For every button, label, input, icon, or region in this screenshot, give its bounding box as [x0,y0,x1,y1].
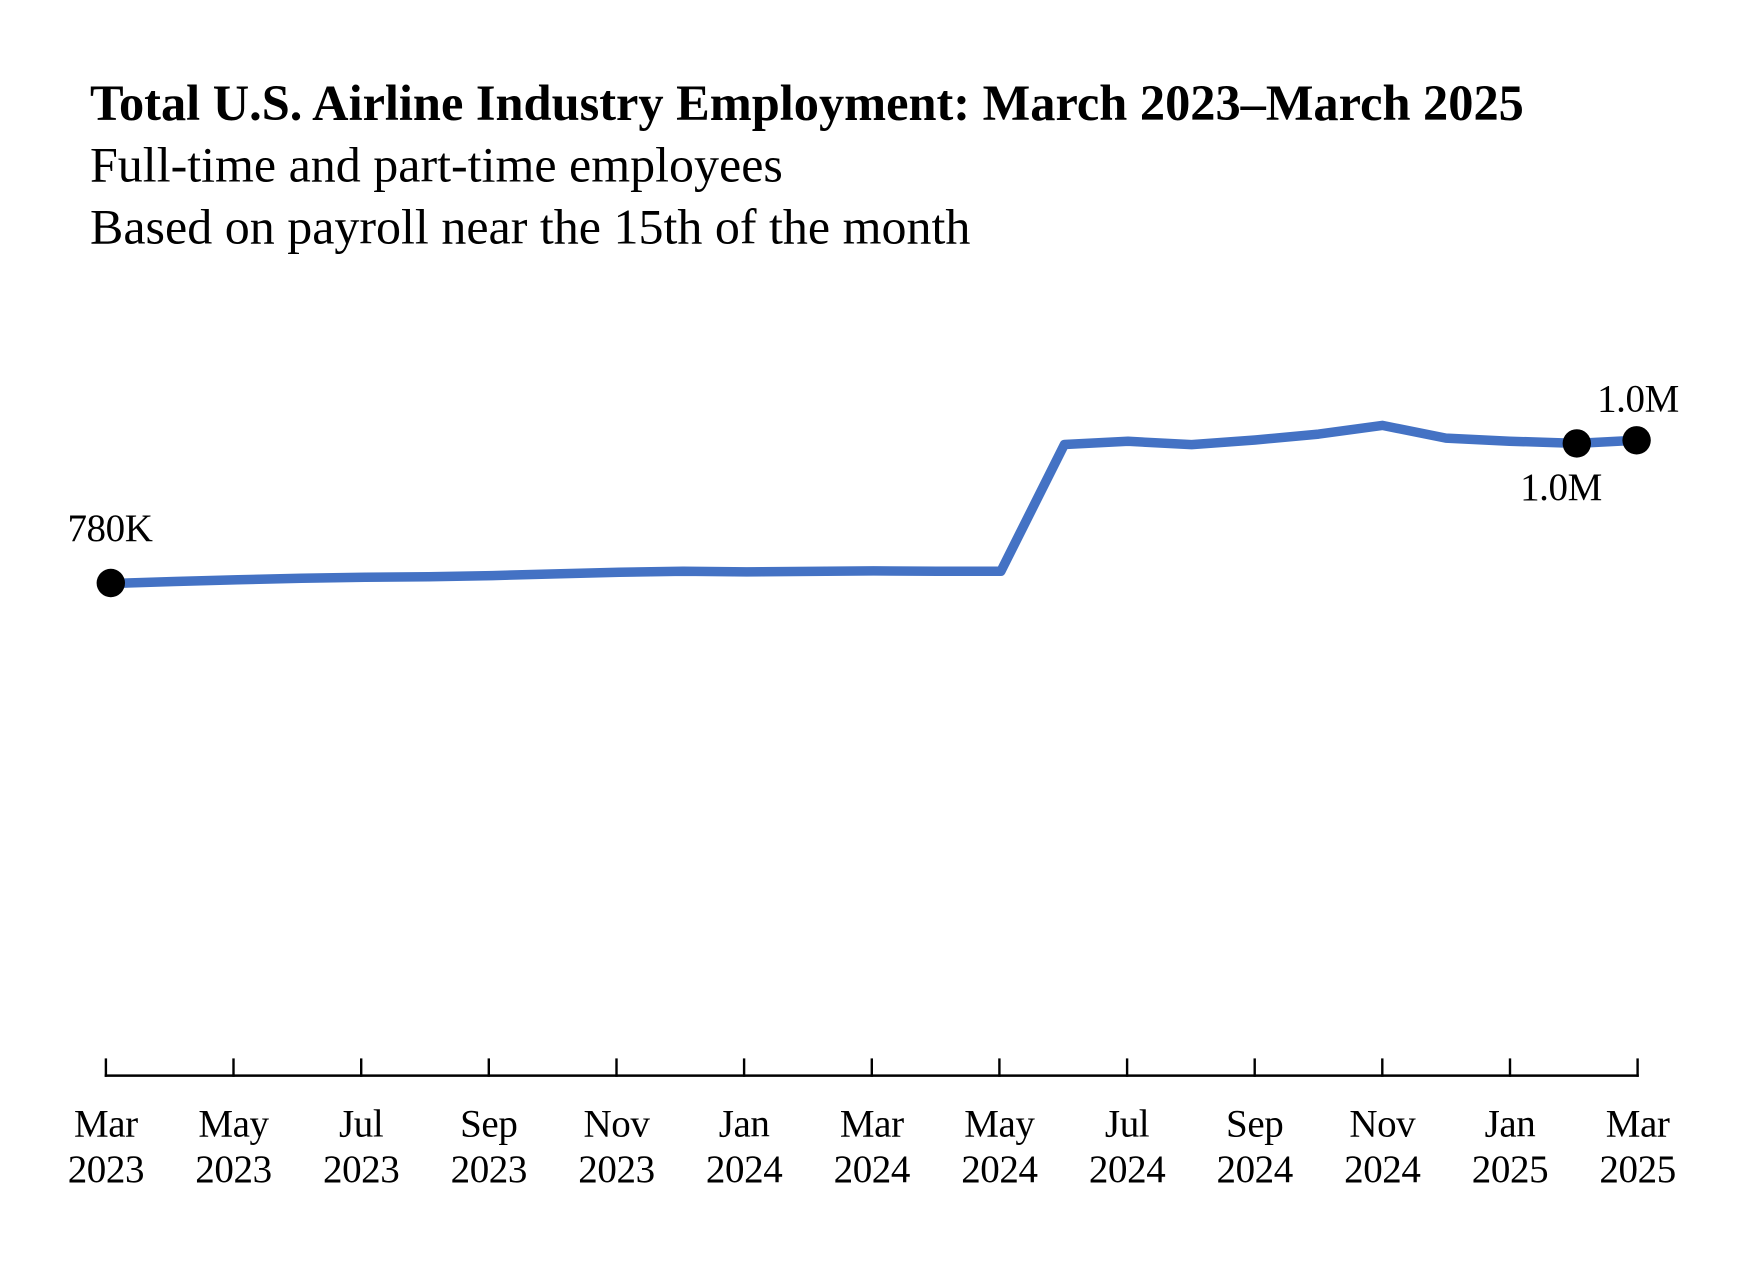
svg-text:Mar: Mar [74,1103,138,1146]
svg-text:Jul: Jul [1105,1103,1150,1146]
svg-text:1.0M: 1.0M [1597,378,1679,421]
svg-text:2024: 2024 [1089,1148,1165,1191]
svg-text:2024: 2024 [1216,1148,1292,1191]
svg-text:2025: 2025 [1599,1148,1675,1191]
svg-text:2024: 2024 [961,1148,1037,1191]
svg-text:2023: 2023 [323,1148,399,1191]
svg-text:2024: 2024 [834,1148,910,1191]
svg-text:Jan: Jan [1485,1103,1536,1146]
svg-text:Based on payroll near the 15th: Based on payroll near the 15th of the mo… [90,199,970,255]
svg-text:Nov: Nov [1349,1103,1416,1146]
svg-text:Full-time and part-time employ: Full-time and part-time employees [90,137,783,193]
svg-text:2024: 2024 [706,1148,782,1191]
svg-text:2023: 2023 [578,1148,654,1191]
svg-text:Mar: Mar [840,1103,904,1146]
svg-text:Sep: Sep [460,1103,517,1146]
svg-text:2024: 2024 [1344,1148,1420,1191]
svg-text:Nov: Nov [584,1103,651,1146]
svg-text:780K: 780K [67,507,152,550]
svg-text:2023: 2023 [451,1148,527,1191]
svg-text:2025: 2025 [1472,1148,1548,1191]
svg-text:Total U.S. Airline Industry Em: Total U.S. Airline Industry Employment: … [90,75,1524,131]
svg-text:Sep: Sep [1226,1103,1283,1146]
svg-text:May: May [198,1103,269,1146]
svg-text:Jan: Jan [719,1103,770,1146]
svg-text:1.0M: 1.0M [1520,466,1602,509]
svg-text:2023: 2023 [195,1148,271,1191]
svg-text:May: May [964,1103,1035,1146]
svg-text:Jul: Jul [339,1103,384,1146]
svg-text:Mar: Mar [1606,1103,1670,1146]
svg-text:2023: 2023 [68,1148,144,1191]
